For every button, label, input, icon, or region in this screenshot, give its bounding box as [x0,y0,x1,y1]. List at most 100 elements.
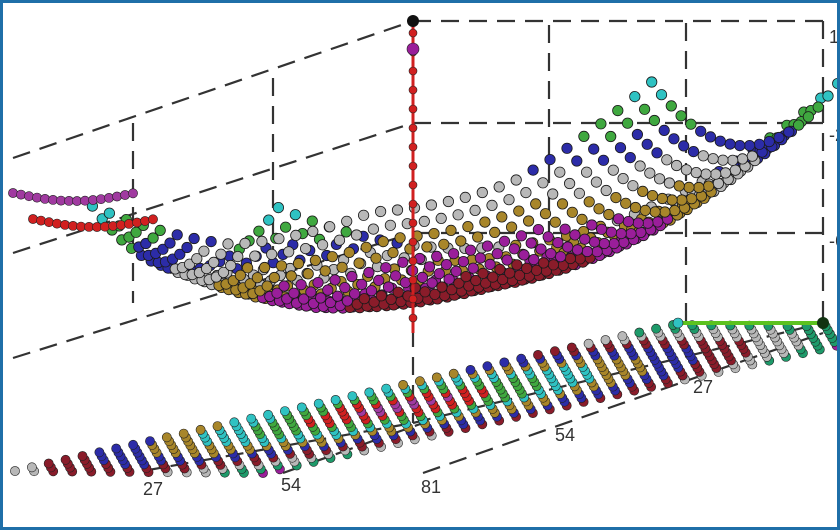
surface-point [687,146,700,158]
surface-point [563,177,576,190]
surface-point [624,152,636,164]
surface-point [554,166,566,178]
surface-point [438,238,450,250]
surface-point [374,205,387,218]
grid-line [282,421,424,475]
surface-point [511,259,523,271]
surface-point [573,187,586,199]
surface-point [382,281,395,293]
surface-point [140,216,150,226]
surface-point [586,219,598,231]
surface-point [680,164,693,176]
surface-point [595,223,608,235]
surface-point [663,177,676,189]
surface-point [225,259,237,272]
surface-point [266,248,278,260]
axis-marker [408,237,418,247]
surface-point [289,209,301,221]
surface-point [306,215,318,227]
surface-point [566,206,578,218]
surface-point [549,216,561,228]
surface-point [104,192,114,203]
surface-point [272,202,284,214]
surface-point [356,278,368,290]
surface-point [157,243,169,255]
surface-point [36,215,46,226]
floor-point [111,443,122,454]
surface-point [435,212,447,224]
surface-point [537,177,549,189]
surface-point [717,154,729,166]
surface-point [464,244,477,256]
surface-point [391,204,404,216]
surface-point [336,261,348,273]
surface-point [96,194,106,204]
surface-point [331,290,344,302]
surface-point [734,140,746,152]
floor-point [398,379,408,390]
surface-point [520,187,532,199]
surface-point [528,254,540,266]
surface-point [635,226,647,238]
surface-point [515,230,528,242]
floor-point [482,361,493,372]
axis-marker [408,85,418,95]
surface-point [625,228,637,240]
surface-point [629,91,641,103]
surface-point [263,214,275,226]
surface-point [588,143,600,155]
surface-point [666,194,678,206]
surface-point [505,221,518,233]
surface-point [559,223,571,235]
surface-point [392,286,404,298]
surface-point [724,138,736,150]
surface-point [736,153,749,165]
surface-point [532,224,545,236]
surface-point [368,296,380,308]
surface-point [103,207,116,219]
surface-point [477,267,489,279]
surface-point [363,266,375,279]
surface-point [530,198,542,210]
surface-point [491,248,503,260]
surface-point [631,128,644,141]
surface-point [271,287,283,299]
floor-point [94,447,105,458]
surface-point [112,191,122,202]
surface-point [433,268,445,280]
surface-point [307,225,319,237]
surface-point [299,243,312,255]
surface-point [504,267,516,279]
surface-point [603,208,615,221]
surface-point [607,164,619,176]
surface-point [498,235,511,247]
floor-point [448,368,459,379]
surface-point [487,271,499,283]
axis-marker [408,104,418,114]
surface-point [385,293,397,305]
surface-point [668,133,680,145]
surface-point [627,180,639,192]
surface-point [208,256,220,268]
surface-point [309,254,321,266]
floor-point [296,402,307,413]
surface-point [16,189,26,200]
surface-point [148,214,158,225]
surface-point [181,241,193,254]
surface-point [324,296,337,309]
surface-point [258,261,271,274]
surface-point [676,194,688,206]
surface-point [652,216,664,228]
surface-point [685,118,697,130]
surface-point [612,213,625,225]
x-tick-label-0: 27 [143,479,163,499]
surface-point [700,168,712,180]
z-tick-label-2: -6 [829,231,837,251]
surface-point [614,142,627,154]
floor-point [263,409,273,420]
surface-point [617,173,629,185]
surface-point [28,214,38,224]
surface-point [719,167,732,179]
axis-marker [408,256,418,266]
axis-marker [408,28,418,38]
